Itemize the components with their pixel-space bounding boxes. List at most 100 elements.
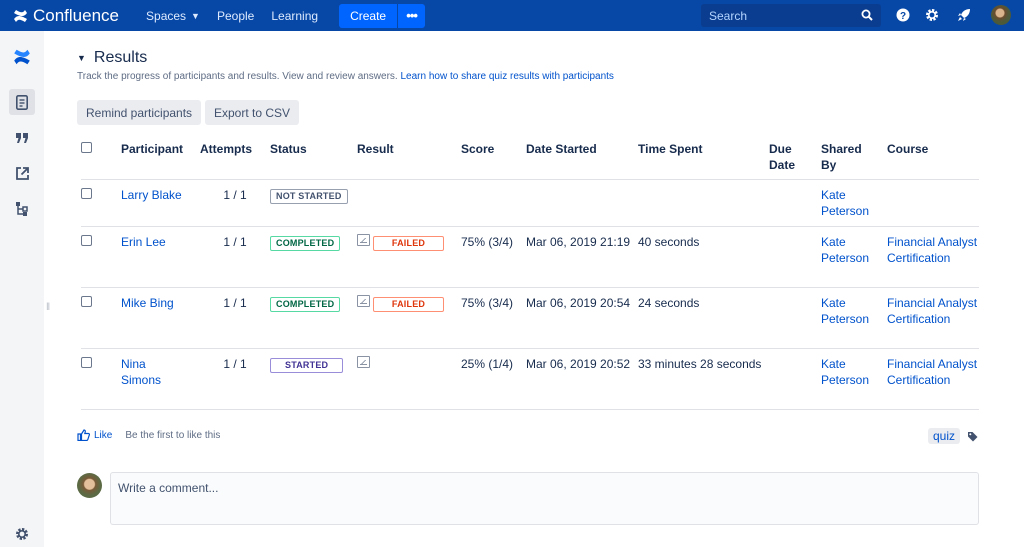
avatar (77, 473, 102, 498)
shared-by-link[interactable]: Kate Peterson (821, 226, 887, 288)
course-link[interactable] (887, 179, 979, 227)
col-score: Score (461, 142, 495, 156)
time-spent-value: 24 seconds (638, 287, 769, 349)
share-results-link[interactable]: Learn how to share quiz results with par… (400, 71, 614, 82)
remind-participants-button[interactable]: Remind participants (77, 100, 202, 125)
settings-icon[interactable] (924, 7, 940, 23)
table-header-row: Participant Attempts Status Result Score… (81, 136, 979, 180)
rocket-icon[interactable] (956, 7, 972, 23)
sidebar-resize-handle[interactable]: ‖ (46, 302, 51, 313)
score-value: 75% (3/4) (461, 287, 526, 349)
create-button[interactable]: Create (339, 3, 398, 28)
search-placeholder: Search (709, 8, 748, 23)
like-button[interactable]: Like (77, 429, 112, 441)
col-attempts: Attempts (200, 142, 253, 156)
participant-link[interactable]: Mike Bing (121, 287, 200, 349)
pages-icon[interactable] (9, 89, 35, 115)
status-cell: NOT STARTED (270, 179, 357, 227)
confluence-home-link[interactable]: Confluence (13, 6, 119, 26)
shared-by-link[interactable]: Kate Peterson (821, 287, 887, 349)
due-date-value (769, 287, 821, 349)
avatar[interactable] (991, 5, 1011, 25)
attempts-value: 1 / 1 (200, 179, 270, 227)
quote-icon[interactable] (9, 125, 35, 151)
participant-link[interactable]: Larry Blake (121, 179, 200, 227)
external-link-icon[interactable] (9, 160, 35, 186)
description-text: Track the progress of participants and r… (77, 71, 398, 82)
view-answers-icon[interactable] (357, 356, 370, 368)
nav-learning[interactable]: Learning (271, 8, 319, 23)
due-date-value (769, 226, 821, 288)
confluence-logo-icon[interactable] (9, 44, 35, 70)
participant-link[interactable]: Nina Simons (121, 348, 200, 410)
row-checkbox[interactable] (81, 357, 92, 368)
create-button-group: Create ••• (339, 3, 426, 28)
due-date-value (769, 348, 821, 410)
course-link[interactable]: Financial Analyst Certification (887, 287, 979, 349)
table-row: Mike Bing 1 / 1 COMPLETED FAILED 75% (3/… (81, 287, 979, 349)
svg-text:?: ? (900, 11, 906, 22)
row-checkbox[interactable] (81, 235, 92, 246)
left-sidebar (0, 31, 44, 547)
search-input[interactable]: Search (701, 4, 881, 27)
like-label: Like (94, 429, 113, 441)
time-spent-value (638, 179, 769, 227)
shared-by-link[interactable]: Kate Peterson (821, 179, 887, 227)
settings-icon[interactable] (9, 521, 35, 547)
confluence-logo-icon (14, 9, 27, 22)
thumbs-up-icon (77, 429, 90, 441)
score-value (461, 179, 526, 227)
like-summary: Be the first to like this (125, 429, 221, 441)
score-value: 75% (3/4) (461, 226, 526, 288)
view-answers-icon[interactable] (357, 234, 370, 246)
col-date-started: Date Started (526, 142, 597, 156)
select-all-checkbox[interactable] (81, 142, 92, 153)
col-time-spent: Time Spent (638, 142, 703, 156)
result-badge: FAILED (373, 236, 444, 251)
row-checkbox[interactable] (81, 296, 92, 307)
search-icon (861, 9, 873, 21)
view-answers-icon[interactable] (357, 295, 370, 307)
attempts-value: 1 / 1 (200, 348, 270, 410)
due-date-value (769, 179, 821, 227)
course-link[interactable]: Financial Analyst Certification (887, 226, 979, 288)
status-cell: COMPLETED (270, 287, 357, 349)
attempts-value: 1 / 1 (200, 287, 270, 349)
comment-input[interactable]: Write a comment... (110, 472, 979, 525)
row-checkbox[interactable] (81, 188, 92, 199)
help-icon[interactable]: ? (895, 7, 911, 23)
chevron-down-icon: ▼ (77, 53, 86, 63)
time-spent-value: 33 minutes 28 seconds (638, 348, 769, 410)
tag-icon[interactable] (967, 431, 978, 442)
page-title: Results (93, 49, 148, 66)
results-heading[interactable]: ▼ Results (77, 49, 147, 67)
status-badge: COMPLETED (270, 236, 341, 251)
col-result: Result (357, 142, 394, 156)
col-status: Status (270, 142, 307, 156)
results-table: Participant Attempts Status Result Score… (81, 136, 979, 410)
table-row: Larry Blake 1 / 1 NOT STARTED Kate Peter… (81, 179, 979, 227)
course-link[interactable]: Financial Analyst Certification (887, 348, 979, 410)
status-cell: STARTED (270, 348, 357, 410)
time-spent-value: 40 seconds (638, 226, 769, 288)
table-row: Erin Lee 1 / 1 COMPLETED FAILED 75% (3/4… (81, 226, 979, 288)
brand-name: Confluence (33, 5, 120, 25)
col-participant: Participant (121, 142, 184, 156)
label-quiz[interactable]: quiz (928, 428, 961, 444)
like-bar: Like Be the first to like this (77, 429, 220, 441)
nav-spaces-label: Spaces (146, 8, 187, 23)
top-navigation: Confluence Spaces ▼ People Learning Crea… (0, 0, 1024, 31)
participant-link[interactable]: Erin Lee (121, 226, 200, 288)
table-row: Nina Simons 1 / 1 STARTED 25% (1/4) Mar … (81, 348, 979, 410)
tree-icon[interactable] (9, 196, 35, 222)
result-cell (357, 348, 461, 410)
export-csv-button[interactable]: Export to CSV (205, 100, 300, 125)
date-started-value (526, 179, 638, 227)
nav-spaces[interactable]: Spaces ▼ (146, 9, 200, 23)
comment-placeholder: Write a comment... (118, 481, 219, 495)
result-cell: FAILED (357, 287, 461, 349)
nav-people[interactable]: People (216, 8, 255, 23)
create-more-button[interactable]: ••• (397, 3, 426, 28)
shared-by-link[interactable]: Kate Peterson (821, 348, 887, 410)
status-badge: STARTED (270, 358, 344, 373)
